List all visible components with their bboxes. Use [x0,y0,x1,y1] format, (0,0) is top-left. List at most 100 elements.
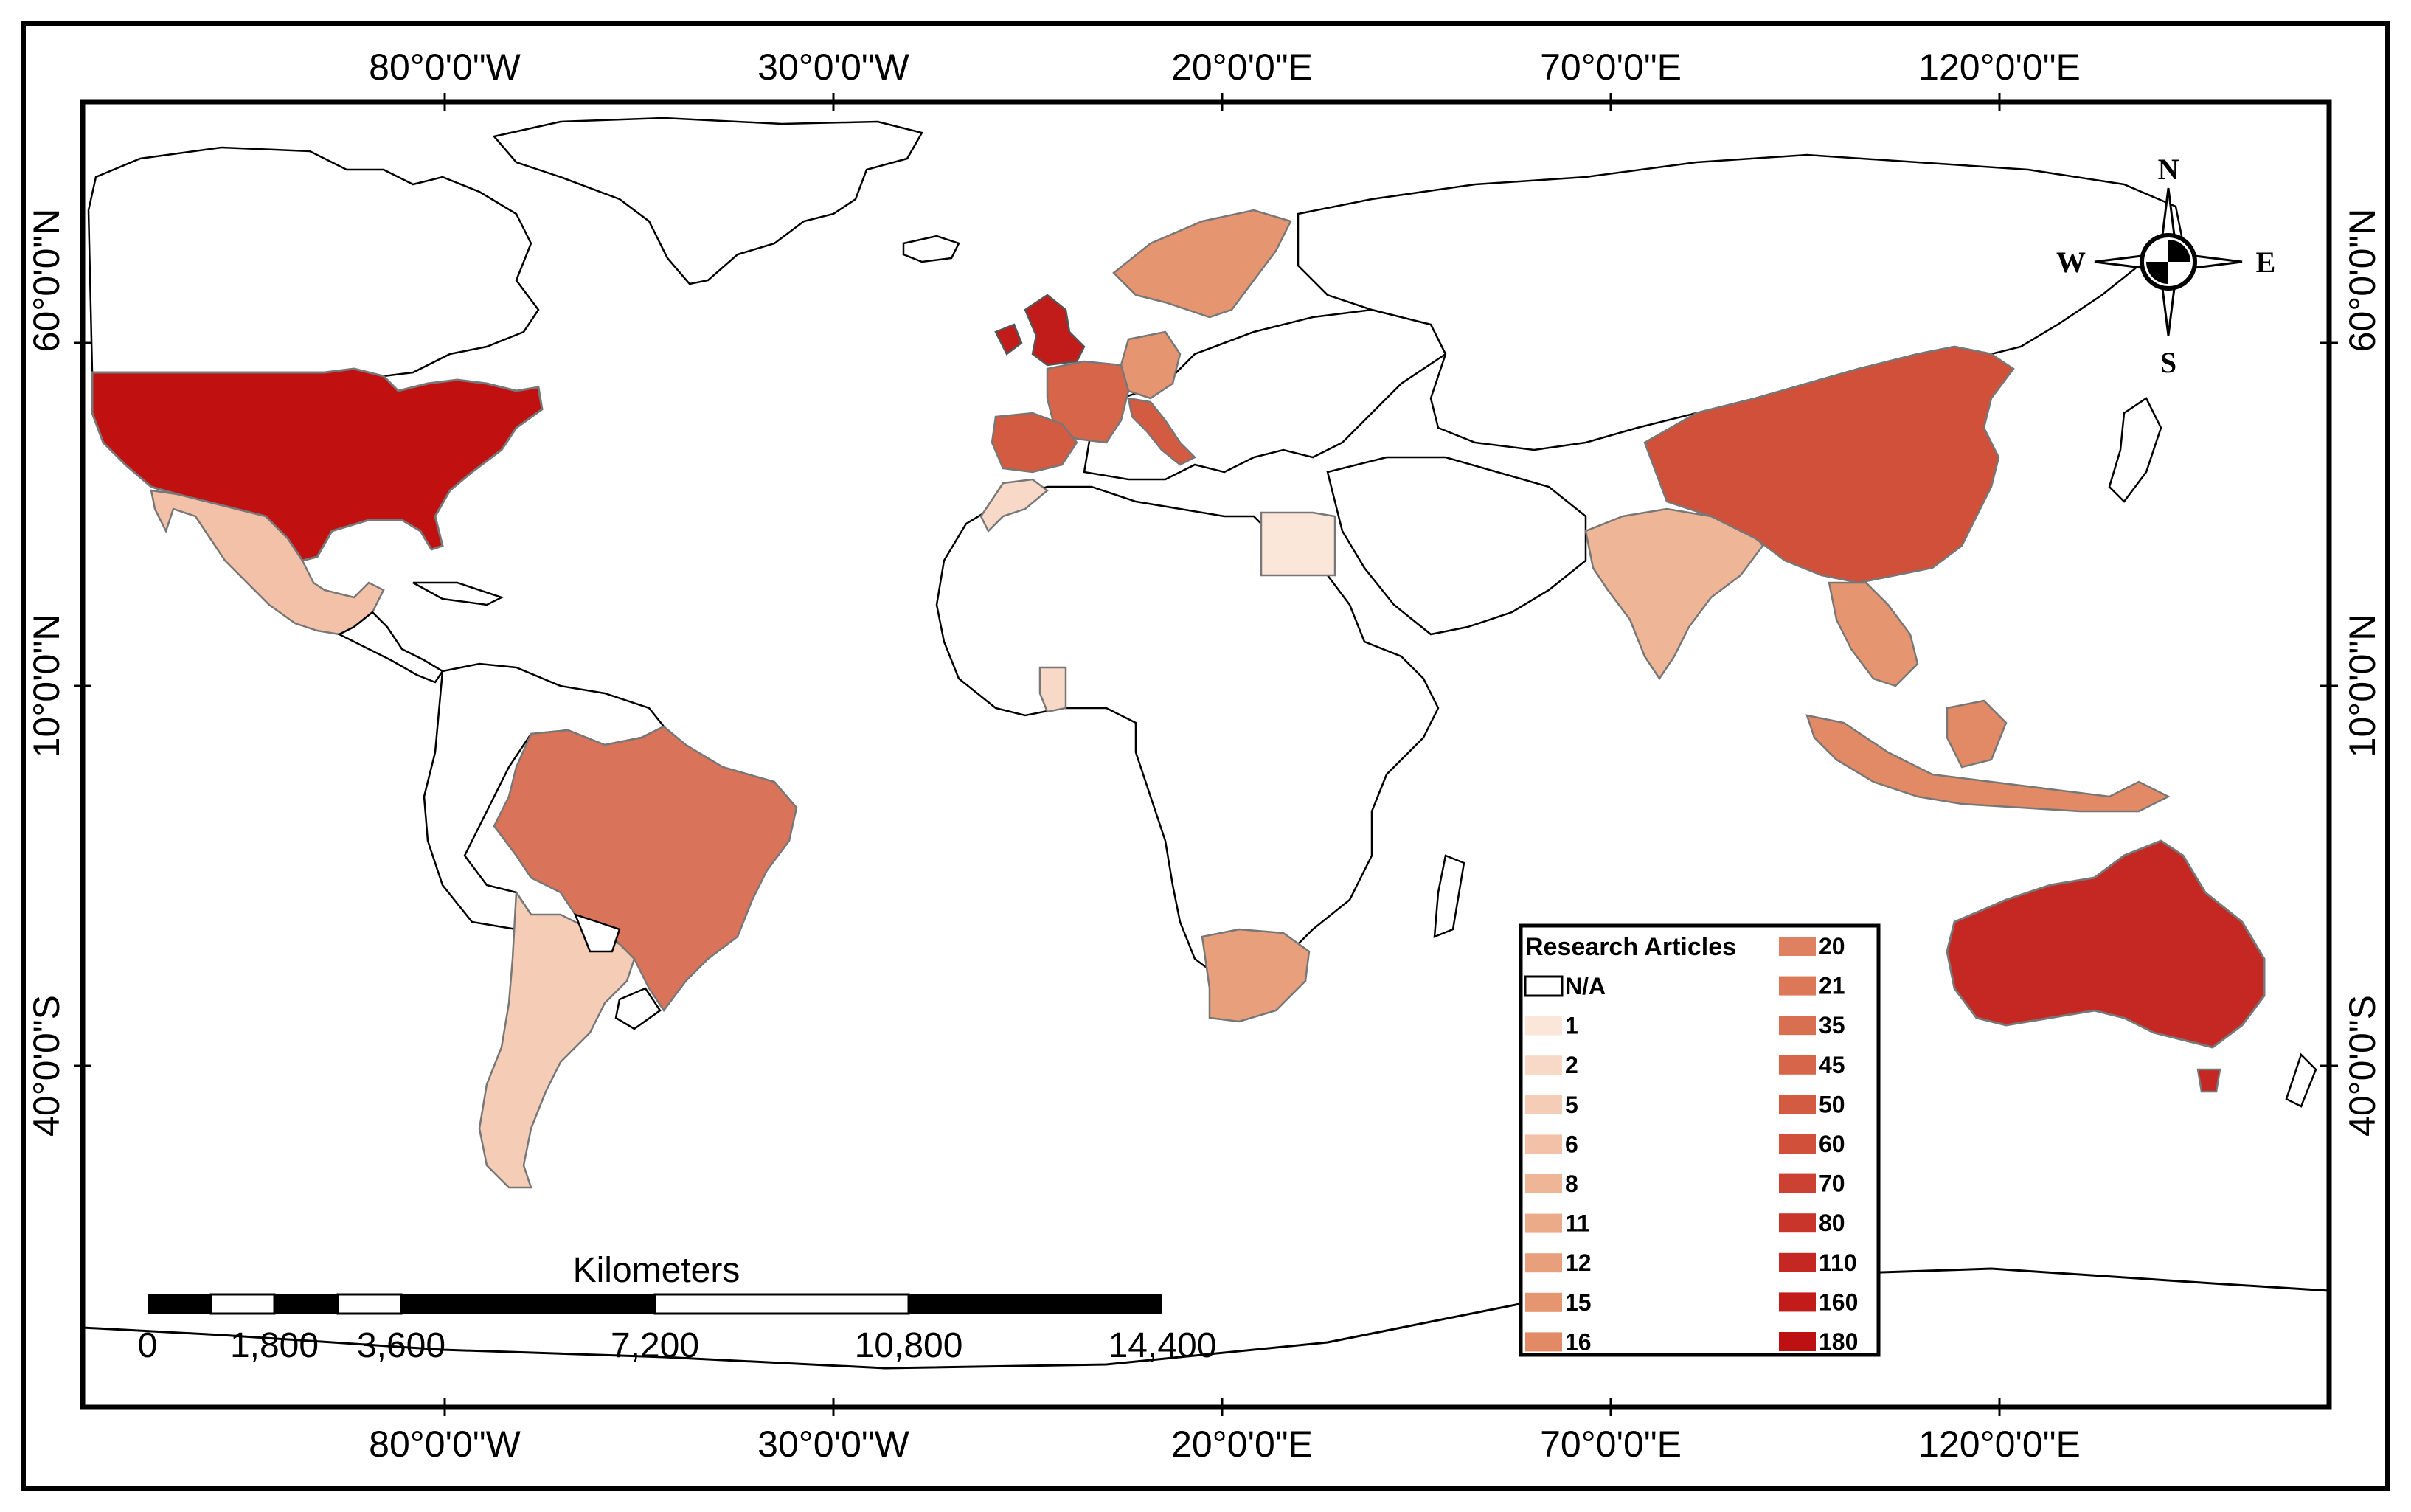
region-greenland [492,117,923,285]
legend-swatch [1524,975,1564,997]
scale-tick-label: 1,800 [230,1326,319,1365]
legend-title: Research Articles [1525,933,1736,961]
land-masses [82,117,2330,1370]
region-france [1046,360,1130,444]
legend-label: 21 [1819,973,1845,999]
scale-bar: Kilometers 0 1,800 3,600 7,200 10,800 14… [138,1251,1217,1365]
region-south-africa [1201,928,1311,1023]
region-morocco [979,478,1050,533]
legend-right-column: 20 21 35 45 50 60 70 80 110 160 180 [1779,933,1858,1355]
legend-label: 50 [1819,1091,1845,1117]
region-spain [991,412,1078,474]
top-longitude-labels: 80°0'0"W 30°0'0"W 20°0'0"E 70°0'0"E 120°… [369,46,2081,88]
legend-swatch [1779,1292,1816,1312]
scale-tick-label: 0 [138,1326,158,1365]
legend-swatch [1779,1173,1816,1193]
region-italy [1127,397,1197,466]
legend-label: 45 [1819,1052,1845,1078]
legend-label: 6 [1565,1131,1578,1157]
top-lon-label: 70°0'0"E [1540,46,1682,88]
legend-label: 1 [1565,1013,1578,1039]
right-lat-label: 10°0'0"N [2342,614,2383,758]
legend-swatch [1525,1095,1562,1114]
region-australia [1946,839,2266,1049]
region-egypt [1260,511,1336,577]
region-borneo [1946,699,2008,769]
compass-center [2146,240,2190,284]
region-japan [2108,397,2162,503]
region-se-asia [1828,581,1919,687]
scale-seg [653,1293,910,1315]
region-africa [935,485,1440,982]
compass-w-label: W [2056,246,2086,279]
legend-swatch [1525,1213,1562,1233]
scale-seg [909,1294,1162,1314]
bottom-longitude-labels: 80°0'0"W 30°0'0"W 20°0'0"E 70°0'0"E 120°… [369,1423,2081,1465]
region-brazil [493,725,798,1013]
graticule-ticks [74,93,2338,1416]
legend-label: 5 [1565,1092,1578,1118]
legend-swatch [1779,976,1816,996]
region-china [1643,345,2015,584]
legend-label: 20 [1819,933,1845,960]
legend-swatch [1779,1016,1816,1036]
bottom-lon-label: 70°0'0"E [1540,1423,1682,1465]
scale-tick-label: 14,400 [1109,1326,1217,1365]
region-tasmania [2196,1068,2221,1093]
right-lat-label: 60°0'0"N [2342,209,2383,353]
legend-label: 70 [1819,1171,1845,1197]
legend-label: 35 [1819,1012,1845,1038]
region-central-america [337,611,444,684]
region-new-zealand [2285,1052,2317,1108]
region-madagascar [1433,854,1465,938]
legend-label: N/A [1565,973,1606,999]
legend-label: 80 [1819,1210,1845,1236]
legend-label: 160 [1819,1289,1858,1315]
bottom-lon-label: 80°0'0"W [369,1423,521,1465]
legend-label: 15 [1565,1289,1592,1316]
legend-swatch [1779,1213,1816,1233]
region-ireland [994,323,1023,356]
legend-swatch [1525,1332,1562,1352]
legend-swatch [1525,1292,1562,1312]
legend-swatch [1779,1252,1816,1272]
region-iceland [902,235,960,263]
legend-label: 180 [1819,1328,1858,1355]
legend-box [1519,923,1881,1357]
top-lon-label: 30°0'0"W [757,46,910,88]
scale-tick-label: 7,200 [611,1326,699,1365]
legend-label: 12 [1565,1249,1592,1276]
top-lon-label: 120°0'0"E [1918,46,2081,88]
scale-seg [274,1294,338,1314]
region-south-america-north [423,662,665,931]
legend-swatch [1525,1134,1562,1154]
left-lat-label: 10°0'0"N [26,614,67,758]
region-ghana [1038,666,1067,713]
right-lat-label: 40°0'0"S [2342,995,2383,1137]
bottom-lon-label: 20°0'0"E [1171,1423,1313,1465]
compass-n-label: N [2158,153,2179,186]
legend-swatch [1779,937,1816,956]
left-latitude-labels: 60°0'0"N 10°0'0"N 40°0'0"S [26,209,67,1137]
legend-label: 60 [1819,1131,1845,1157]
compass-e-label: E [2256,246,2276,279]
legend-label: 8 [1565,1171,1578,1197]
outer-frame [21,21,2390,1491]
bottom-lon-label: 120°0'0"E [1918,1423,2081,1465]
scale-unit-label: Kilometers [573,1251,740,1290]
region-scandinavia [1112,209,1292,319]
region-paraguay-uruguay [573,912,662,1030]
compass-rose: N S E W [2056,153,2275,379]
scale-seg [209,1293,276,1315]
region-uk [1024,294,1086,367]
left-lat-label: 40°0'0"S [26,995,67,1137]
legend-swatch [1779,1095,1816,1114]
scale-tick-label: 3,600 [357,1326,445,1365]
scale-seg [401,1294,655,1314]
scale-seg [148,1294,211,1314]
legend-swatch [1525,1016,1562,1036]
region-india [1584,507,1764,681]
legend-swatch [1525,1174,1562,1193]
